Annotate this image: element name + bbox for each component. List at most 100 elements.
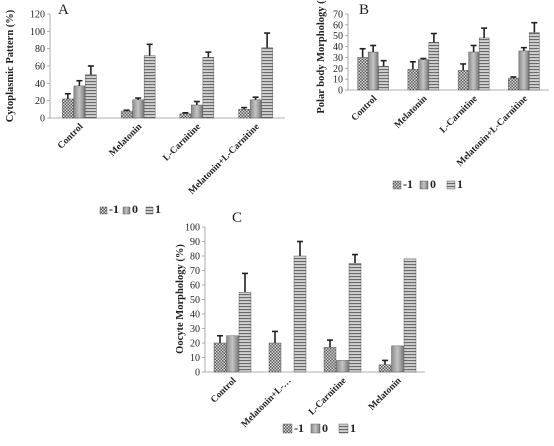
bar-a-3-2 — [261, 47, 273, 119]
panel-label: B — [359, 2, 369, 18]
bar-c-2-1 — [336, 360, 349, 373]
y-tick-label: 50 — [333, 31, 343, 42]
y-tick-label: 60 — [35, 62, 45, 73]
y-tick-label: 20 — [190, 339, 200, 350]
y-tick-label: 100 — [30, 27, 45, 38]
bar-b-0-0 — [357, 57, 368, 91]
bar-a-2-2 — [202, 57, 215, 119]
legend: -1 0 1 — [99, 202, 161, 216]
bar-c-3-2 — [403, 258, 417, 373]
legend-label: 1 — [457, 177, 463, 191]
y-tick-label: 60 — [190, 281, 200, 292]
y-axis-label: Cytoplasmic Pattern (%) — [5, 9, 16, 122]
legend-label: 1 — [155, 202, 161, 216]
legend-swatch — [282, 423, 293, 434]
bar-a-3-1 — [249, 99, 262, 119]
bar-b-3-2 — [529, 32, 540, 91]
legend-label: -1 — [109, 202, 119, 216]
y-tick-label: 70 — [333, 10, 343, 21]
x-category-label: Melatonin — [108, 122, 145, 159]
legend-label: -1 — [403, 177, 413, 191]
y-tick-label: 10 — [333, 75, 343, 86]
bar-c-0-1 — [226, 335, 239, 373]
x-category-label: Control — [209, 376, 239, 406]
bar-c-1-2 — [293, 255, 307, 373]
y-axis-label: Polar body Morphology (%) — [316, 0, 327, 114]
bar-c-0-2 — [238, 292, 252, 373]
y-tick-label: 40 — [35, 79, 45, 90]
bar-b-2-0 — [457, 70, 469, 91]
x-category-label: L-Carnitine — [162, 122, 203, 163]
bar-b-3-1 — [518, 50, 530, 91]
legend-swatch — [122, 206, 131, 215]
legend-swatch — [392, 180, 402, 190]
panel-label: A — [58, 2, 69, 18]
x-category-label: Control — [56, 122, 86, 152]
bar-c-3-1 — [391, 345, 404, 373]
y-tick-label: 0 — [338, 86, 343, 97]
y-tick-label: 40 — [190, 310, 200, 321]
bar-a-0-2 — [85, 74, 97, 119]
bar-c-1-0 — [268, 342, 282, 373]
bar-b-0-2 — [378, 65, 389, 91]
bar-a-1-2 — [143, 55, 156, 119]
legend-swatch — [338, 423, 349, 434]
legend-label: 0 — [322, 421, 328, 435]
bar-c-0-0 — [213, 342, 227, 373]
y-tick-label: 0 — [40, 114, 45, 125]
bar-a-2-0 — [179, 113, 192, 119]
bar-b-2-2 — [478, 37, 490, 91]
y-axis-label: Oocyte Morphology (%) — [175, 244, 186, 354]
legend-swatch — [99, 206, 108, 215]
bar-b-0-1 — [367, 51, 379, 91]
legend-label: -1 — [294, 421, 304, 435]
bar-b-1-1 — [418, 59, 429, 91]
legend-swatch — [446, 180, 456, 190]
bar-c-2-0 — [323, 347, 337, 373]
bar-b-1-2 — [428, 42, 440, 91]
panel-label: C — [232, 210, 242, 226]
x-category-label: L-Carnitine — [307, 376, 348, 417]
y-tick-label: 90 — [190, 237, 200, 248]
bar-a-2-1 — [191, 104, 203, 119]
y-tick-label: 0 — [195, 368, 200, 379]
bar-c-3-0 — [378, 364, 392, 373]
bar-b-1-0 — [407, 69, 419, 91]
y-tick-label: 80 — [35, 44, 45, 55]
chart-panel-a: A Cytoplasmic Pattern (%) 0 20 40 60 80 100 120 C… — [5, 2, 285, 216]
x-category-label: Control — [350, 94, 380, 124]
bar-c-2-2 — [348, 263, 362, 373]
x-category-label: Melatonin+L-… — [240, 376, 294, 430]
x-category-label: Melatonin — [393, 94, 430, 131]
legend-label: 0 — [132, 202, 138, 216]
y-tick-label: 100 — [185, 223, 200, 234]
legend-swatch — [419, 180, 429, 190]
bar-b-3-0 — [508, 77, 519, 91]
y-tick-label: 20 — [35, 96, 45, 107]
y-tick-label: 120 — [30, 10, 45, 21]
legend-label: 1 — [350, 421, 356, 435]
x-category-label: Melatonin — [367, 376, 404, 413]
y-tick-label: 30 — [333, 53, 343, 64]
y-tick-label: 50 — [190, 295, 200, 306]
legend-swatch — [310, 423, 321, 434]
x-category-label: L-Carnitine — [438, 94, 479, 135]
bar-b-2-1 — [468, 51, 479, 91]
y-tick-label: 20 — [333, 64, 343, 75]
y-tick-label: 70 — [190, 266, 200, 277]
y-tick-label: 30 — [190, 324, 200, 335]
y-tick-label: 40 — [333, 42, 343, 53]
y-tick-label: 80 — [190, 252, 200, 263]
legend: -1 0 1 — [392, 177, 463, 191]
legend: -1 0 1 — [282, 421, 356, 435]
bar-a-1-1 — [132, 99, 144, 119]
y-tick-label: 10 — [190, 353, 200, 364]
y-tick-label: 60 — [333, 20, 343, 31]
bar-a-1-0 — [120, 110, 133, 119]
legend-label: 0 — [430, 177, 436, 191]
legend-swatch — [145, 206, 154, 215]
